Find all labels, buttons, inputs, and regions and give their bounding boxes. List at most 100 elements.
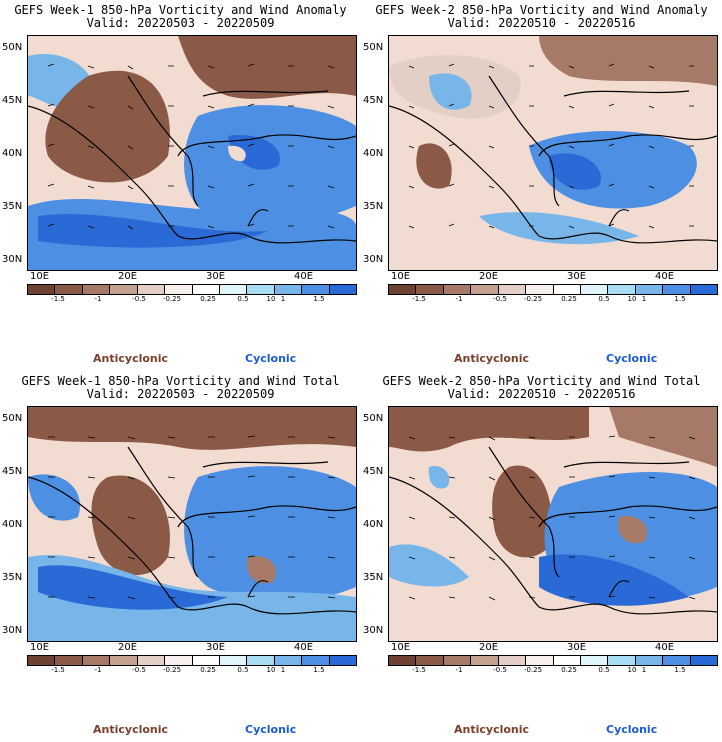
colorbar-segment <box>165 656 193 665</box>
legend-anticyclonic: Anticyclonic <box>454 352 530 365</box>
colorbar-segment <box>219 656 248 665</box>
colorbar-tick: 1.5 <box>313 295 325 303</box>
lon-label-30e: 30E <box>206 271 226 282</box>
colorbar <box>388 655 718 666</box>
colorbar-segment <box>110 656 138 665</box>
panel-week2-anomaly: GEFS Week-2 850-hPa Vorticity and Wind A… <box>361 0 722 371</box>
legend-cyclonic: Cyclonic <box>245 352 297 365</box>
colorbar-tick: -1 <box>94 666 102 674</box>
panel-valid-dates: Valid: 20220503 - 20220509 <box>86 16 275 30</box>
panel-week2-total: GEFS Week-2 850-hPa Vorticity and Wind T… <box>361 371 722 742</box>
colorbar-segment <box>389 285 417 294</box>
colorbar-segment <box>690 285 718 294</box>
colorbar-segment <box>165 285 193 294</box>
lon-label-20e: 20E <box>118 271 138 282</box>
colorbar-segment <box>580 285 609 294</box>
coastlines <box>28 75 356 244</box>
colorbar-tick: 1 <box>641 666 647 674</box>
colorbar-segment <box>55 656 83 665</box>
colorbar-extra: 10 <box>266 295 276 303</box>
vorticity-map <box>27 406 357 642</box>
colorbar-tick: -0.5 <box>132 666 146 674</box>
lat-label-50n: 50N <box>363 42 384 53</box>
colorbar-segment <box>416 285 444 294</box>
colorbar-segment <box>526 285 554 294</box>
colorbar-tick: -1 <box>455 295 463 303</box>
colorbar-tick: 1.5 <box>313 666 325 674</box>
colorbar-tick: -1.5 <box>51 295 65 303</box>
panel-valid-dates: Valid: 20220503 - 20220509 <box>86 387 275 401</box>
colorbar-tick: -0.25 <box>523 666 543 674</box>
lat-label-50n: 50N <box>363 413 384 424</box>
colorbar-segment <box>635 656 664 665</box>
colorbar-tick: -0.5 <box>493 666 507 674</box>
lon-label-40e: 40E <box>294 642 314 653</box>
panel-week1-anomaly: GEFS Week-1 850-hPa Vorticity and Wind A… <box>0 0 361 371</box>
panel-title: GEFS Week-2 850-hPa Vorticity and Wind T… <box>382 374 701 388</box>
lat-label-35n: 35N <box>2 201 23 212</box>
colorbar-tick: -1.5 <box>412 666 426 674</box>
vorticity-map <box>27 35 357 271</box>
panel-title: GEFS Week-1 850-hPa Vorticity and Wind T… <box>21 374 340 388</box>
lat-label-45n: 45N <box>2 466 23 477</box>
colorbar-tick: 0.5 <box>598 666 610 674</box>
colorbar-tick: -1.5 <box>51 666 65 674</box>
colorbar-tick: 0.25 <box>561 295 577 303</box>
colorbar-segment <box>553 285 581 294</box>
colorbar-segment <box>82 656 111 665</box>
colorbar-segment <box>526 656 554 665</box>
colorbar-extra: 10 <box>627 295 637 303</box>
colorbar-segment <box>580 656 609 665</box>
lon-label-20e: 20E <box>118 642 138 653</box>
lat-label-35n: 35N <box>363 201 384 212</box>
colorbar <box>27 655 357 666</box>
colorbar-segment <box>274 285 303 294</box>
lat-label-40n: 40N <box>2 148 23 159</box>
coastlines <box>389 446 717 615</box>
lat-label-35n: 35N <box>363 572 384 583</box>
colorbar-tick: 1.5 <box>674 666 686 674</box>
panel-week1-total: GEFS Week-1 850-hPa Vorticity and Wind T… <box>0 371 361 742</box>
colorbar-extra: 10 <box>266 666 276 674</box>
colorbar-segment <box>192 656 220 665</box>
coastlines <box>389 75 717 244</box>
colorbar-tick: 0.5 <box>237 666 249 674</box>
colorbar-segment <box>498 656 527 665</box>
colorbar-segment <box>247 285 275 294</box>
lon-label-10e: 10E <box>30 642 50 653</box>
map-svg <box>389 407 717 641</box>
colorbar-segment <box>82 285 111 294</box>
lon-label-40e: 40E <box>294 271 314 282</box>
colorbar-segment <box>443 656 472 665</box>
lon-label-30e: 30E <box>567 271 587 282</box>
colorbar-segment <box>302 285 330 294</box>
colorbar-segment <box>416 656 444 665</box>
panel-valid-dates: Valid: 20220510 - 20220516 <box>447 16 636 30</box>
lat-label-40n: 40N <box>363 519 384 530</box>
colorbar-segment <box>219 285 248 294</box>
lat-label-45n: 45N <box>363 95 384 106</box>
colorbar-segment <box>635 285 664 294</box>
colorbar-tick: 1.5 <box>674 295 686 303</box>
legend-anticyclonic: Anticyclonic <box>93 352 169 365</box>
colorbar-tick: -0.25 <box>162 295 182 303</box>
colorbar-tick: 0.25 <box>200 295 216 303</box>
colorbar-segment <box>471 285 499 294</box>
colorbar-segment <box>663 656 691 665</box>
legend-cyclonic: Cyclonic <box>606 352 658 365</box>
colorbar-tick: -0.5 <box>493 295 507 303</box>
colorbar-tick: -0.5 <box>132 295 146 303</box>
map-svg <box>389 36 717 270</box>
colorbar-segment <box>137 656 166 665</box>
colorbar-segment <box>553 656 581 665</box>
lat-label-50n: 50N <box>2 42 23 53</box>
wind-vectors <box>47 63 335 230</box>
vorticity-map <box>388 406 718 642</box>
colorbar-segment <box>329 656 357 665</box>
colorbar-tick: -1 <box>94 295 102 303</box>
colorbar <box>388 284 718 295</box>
legend-cyclonic: Cyclonic <box>245 723 297 736</box>
lat-label-35n: 35N <box>2 572 23 583</box>
lon-label-20e: 20E <box>479 271 499 282</box>
map-svg <box>28 407 356 641</box>
